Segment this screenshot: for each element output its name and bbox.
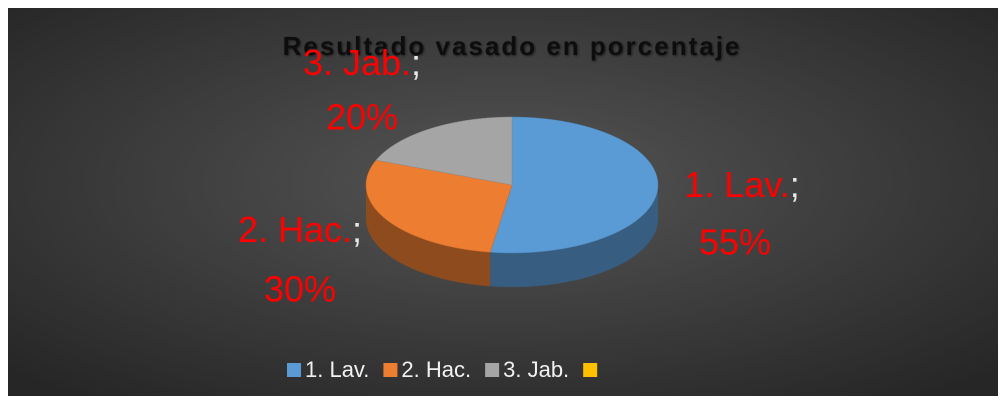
legend-swatch: [485, 363, 500, 377]
data-label-separator: ;: [352, 209, 362, 250]
slice: [375, 116, 513, 186]
data-label-separator: ;: [790, 164, 800, 205]
slice: [365, 159, 513, 253]
data-label-category: 1. Lav.: [684, 164, 789, 205]
legend-swatch: [583, 363, 598, 377]
data-label-value: 55%: [699, 222, 771, 263]
slice-side: [366, 185, 491, 287]
data-label: 2. Hac.;: [238, 209, 362, 250]
data-label-separator: ;: [411, 42, 421, 83]
data-label-category: 2. Hac.: [238, 209, 352, 250]
data-label-value: 30%: [264, 269, 336, 310]
legend-label: 1. Lav.: [305, 357, 369, 382]
legend-label: 3. Jab.: [503, 357, 569, 382]
legend-label: 2. Hac.: [401, 357, 471, 382]
slice: [489, 116, 659, 254]
legend-swatch: [287, 363, 301, 377]
data-label-value: 20%: [326, 97, 398, 138]
chart-title: Resultado vasado en porcentaje: [283, 31, 742, 61]
data-label: 1. Lav.;: [684, 164, 799, 205]
slice-side: [490, 185, 658, 287]
data-label-category: 3. Jab.: [303, 42, 411, 83]
legend-swatch: [383, 363, 398, 377]
data-label: 3. Jab.;: [303, 42, 421, 83]
